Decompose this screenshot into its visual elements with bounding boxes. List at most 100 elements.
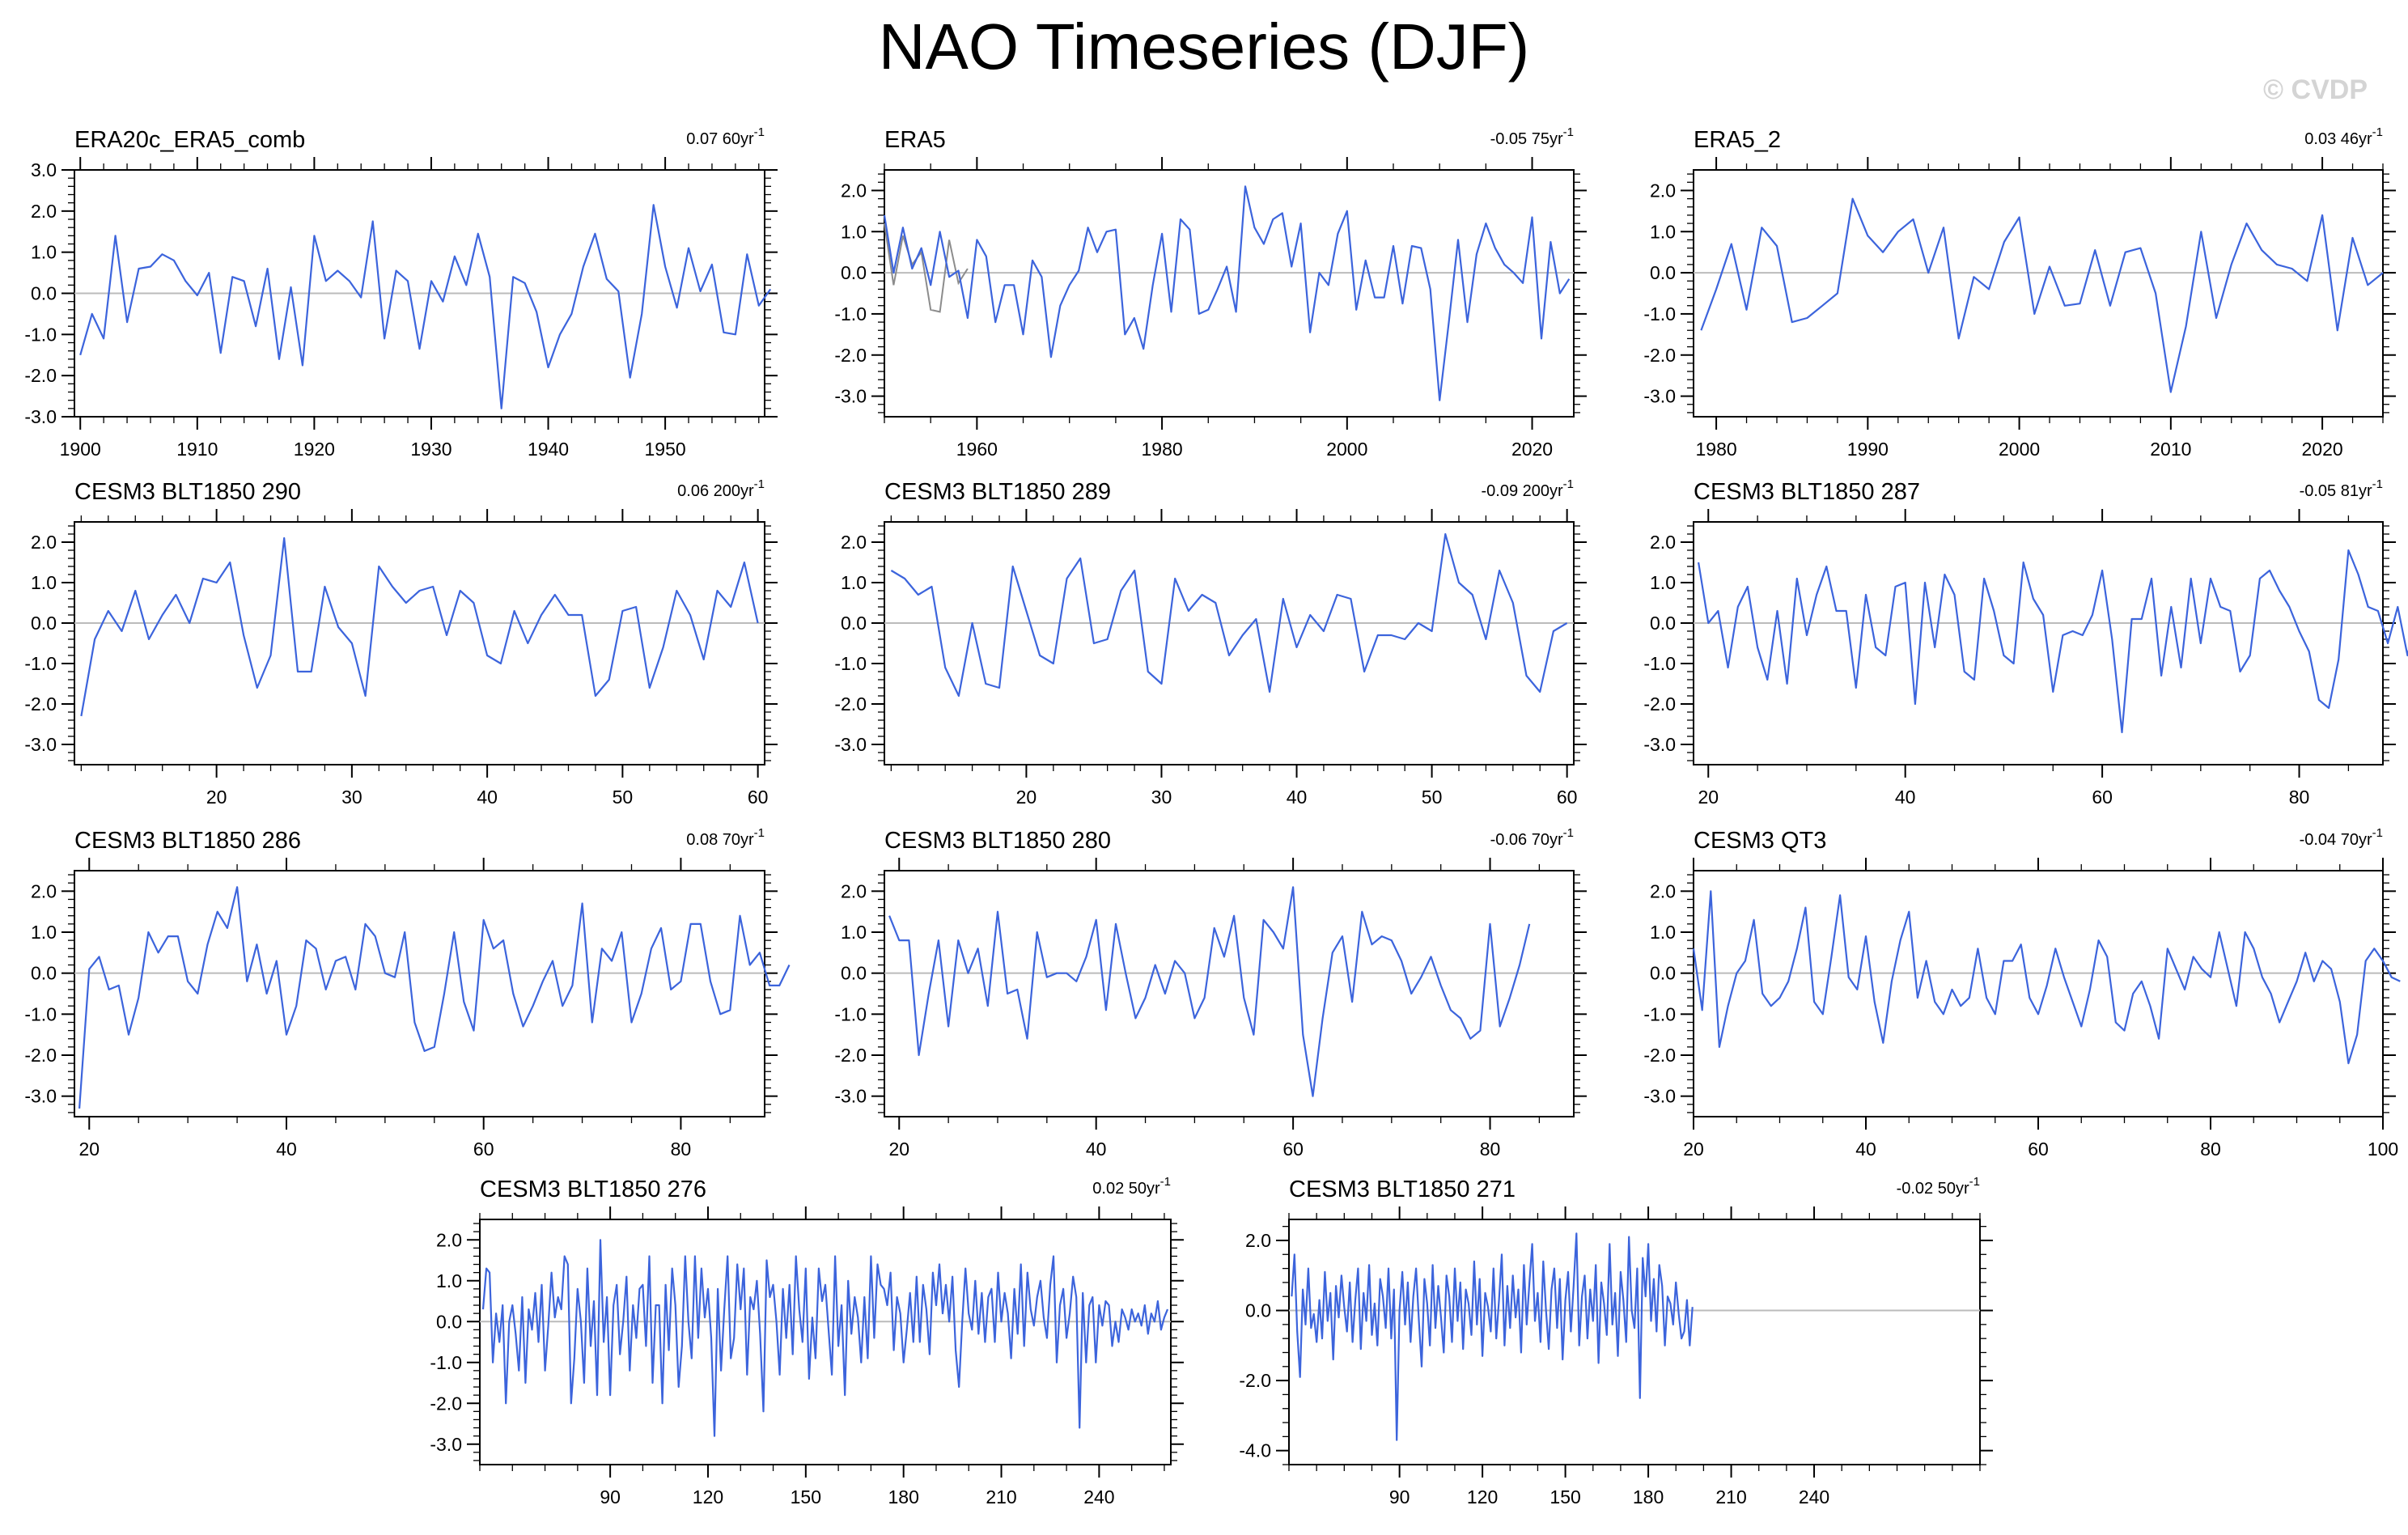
x-tick-label: 60 xyxy=(1282,1139,1304,1160)
panel-8: 2.0 1.0 0.0 -1.0 -2.0 -3.0 20 40 60 80 CESM3 BLT18… xyxy=(834,826,1587,1160)
x-tick-label: 240 xyxy=(1799,1486,1829,1507)
y-tick-label: 2.0 xyxy=(1650,180,1676,201)
y-tick-label: -3.0 xyxy=(1643,734,1676,755)
x-tick-label: 80 xyxy=(2289,787,2310,808)
y-tick-label: 3.0 xyxy=(31,159,57,180)
y-tick-label: 2.0 xyxy=(1650,532,1676,553)
plot-frame xyxy=(1288,1219,1981,1465)
plot-frame xyxy=(884,521,1575,765)
x-tick-label: 50 xyxy=(613,787,634,808)
y-tick-label: 0.0 xyxy=(841,613,867,634)
y-tick-label: -1.0 xyxy=(834,1003,867,1024)
trend-label: -0.06 70yr-1 xyxy=(1490,826,1574,849)
plot-frame xyxy=(74,870,765,1117)
x-tick-label: 20 xyxy=(1698,787,1719,808)
y-tick-label: 2.0 xyxy=(1650,880,1676,901)
panel-9: 2.0 1.0 0.0 -1.0 -2.0 -3.0 20 40 60 80 100 CESM3 QT… xyxy=(1643,826,2401,1160)
y-tick-label: -1.0 xyxy=(834,653,867,674)
nao-series-line xyxy=(890,532,1568,698)
trend-label: 0.03 46yr-1 xyxy=(2304,125,2383,148)
y-tick-label: -1.0 xyxy=(430,1352,462,1373)
y-tick-label: 2.0 xyxy=(841,180,867,201)
y-tick-label: -2.0 xyxy=(1643,1045,1676,1066)
y-tick-label: -2.0 xyxy=(1643,345,1676,366)
y-tick-label: -2.0 xyxy=(24,693,57,714)
y-tick-label: -1.0 xyxy=(24,653,57,674)
x-tick-label: 60 xyxy=(2092,787,2113,808)
nao-series-line xyxy=(1698,549,2408,734)
x-tick-label: 1910 xyxy=(176,439,218,460)
plot-frame xyxy=(479,1219,1172,1465)
nao-series-line xyxy=(1700,197,2384,393)
y-tick-label: -3.0 xyxy=(1643,386,1676,407)
x-tick-label: 40 xyxy=(1287,787,1308,808)
panel-title: ERA5 xyxy=(884,127,946,153)
y-tick-label: 2.0 xyxy=(841,532,867,553)
y-tick-label: -3.0 xyxy=(1643,1086,1676,1107)
x-tick-label: 1960 xyxy=(956,439,998,460)
x-tick-label: 120 xyxy=(693,1486,723,1507)
y-tick-label: 0.0 xyxy=(1650,963,1676,984)
x-tick-label: 40 xyxy=(1855,1139,1876,1160)
trend-label: -0.02 50yr-1 xyxy=(1897,1175,1980,1198)
trend-label: 0.06 200yr-1 xyxy=(677,477,765,500)
y-tick-label: -3.0 xyxy=(834,386,867,407)
x-tick-label: 1940 xyxy=(528,439,569,460)
trend-label: 0.08 70yr-1 xyxy=(686,826,765,849)
x-tick-label: 20 xyxy=(888,1139,909,1160)
nao-series-line xyxy=(888,886,1531,1097)
trend-label: 0.02 50yr-1 xyxy=(1092,1175,1171,1198)
y-tick-label: -1.0 xyxy=(24,324,57,345)
y-tick-label: 1.0 xyxy=(841,572,867,593)
x-tick-label: 30 xyxy=(341,787,362,808)
y-tick-label: 1.0 xyxy=(841,221,867,242)
panel-title: CESM3 BLT1850 286 xyxy=(74,828,301,854)
x-tick-label: 40 xyxy=(477,787,498,808)
plot-frame xyxy=(884,870,1575,1117)
x-tick-label: 2000 xyxy=(1326,439,1367,460)
y-tick-label: 2.0 xyxy=(31,880,57,901)
panel-5: 2.0 1.0 0.0 -1.0 -2.0 -3.0 20 30 40 50 60 CESM3 BLT… xyxy=(834,477,1587,808)
trend-label: -0.09 200yr-1 xyxy=(1481,477,1574,500)
y-tick-label: 0.0 xyxy=(1650,262,1676,283)
panel-title: CESM3 BLT1850 289 xyxy=(884,479,1111,505)
y-tick-label: 2.0 xyxy=(841,880,867,901)
x-tick-label: 60 xyxy=(1557,787,1578,808)
plot-frame xyxy=(1693,870,2384,1117)
trend-label: 0.07 60yr-1 xyxy=(686,125,765,148)
nao-series-line xyxy=(78,886,791,1109)
y-tick-label: -3.0 xyxy=(24,734,57,755)
x-tick-label: 150 xyxy=(1550,1486,1580,1507)
x-tick-label: 210 xyxy=(1715,1486,1746,1507)
y-tick-label: -2.0 xyxy=(24,1045,57,1066)
y-tick-label: -1.0 xyxy=(1643,303,1676,324)
x-tick-label: 210 xyxy=(986,1486,1016,1507)
x-tick-label: 80 xyxy=(671,1139,692,1160)
x-tick-label: 40 xyxy=(1895,787,1916,808)
nao-series-line xyxy=(79,204,772,409)
panel-title: CESM3 BLT1850 280 xyxy=(884,828,1111,854)
x-tick-label: 60 xyxy=(2028,1139,2049,1160)
y-tick-label: -3.0 xyxy=(24,406,57,427)
y-tick-label: -2.0 xyxy=(1239,1370,1271,1391)
y-tick-label: 0.0 xyxy=(841,262,867,283)
y-tick-label: 1.0 xyxy=(841,922,867,943)
y-tick-label: 0.0 xyxy=(1245,1300,1271,1321)
y-tick-label: -1.0 xyxy=(834,303,867,324)
y-tick-label: 0.0 xyxy=(31,283,57,304)
x-tick-label: 2000 xyxy=(1999,439,2040,460)
y-tick-label: -2.0 xyxy=(834,1045,867,1066)
overlay-series-line xyxy=(884,223,969,313)
x-tick-label: 100 xyxy=(2368,1139,2398,1160)
y-tick-label: 0.0 xyxy=(841,963,867,984)
x-tick-label: 20 xyxy=(1683,1139,1704,1160)
panel-10: 2.0 1.0 0.0 -1.0 -2.0 -3.0 90 120 150 180 210 240 CE… xyxy=(430,1175,1184,1507)
x-tick-label: 1930 xyxy=(410,439,451,460)
x-tick-label: 80 xyxy=(2200,1139,2221,1160)
panel-6: 2.0 1.0 0.0 -1.0 -2.0 -3.0 20 40 60 80 CESM3 BLT18… xyxy=(1643,477,2408,808)
y-tick-label: -1.0 xyxy=(1643,1003,1676,1024)
y-tick-label: -2.0 xyxy=(834,345,867,366)
y-tick-label: -4.0 xyxy=(1239,1440,1271,1461)
x-tick-label: 50 xyxy=(1422,787,1443,808)
